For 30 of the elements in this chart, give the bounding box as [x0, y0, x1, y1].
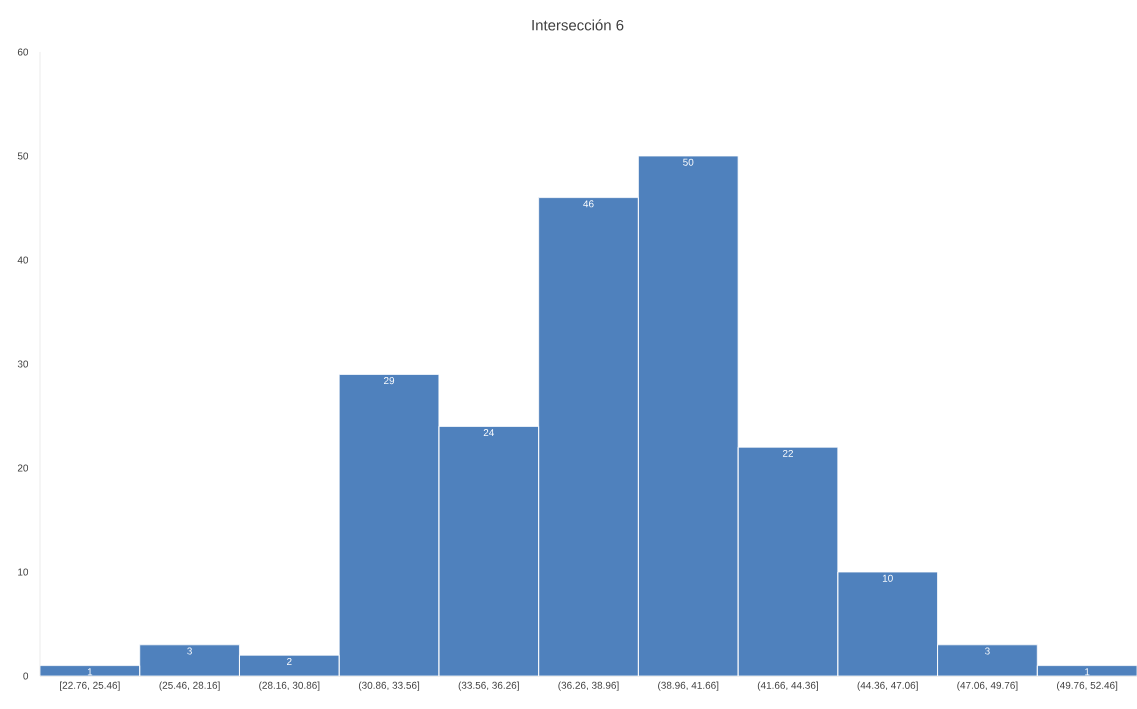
- x-tick-label: (30.86, 33.56]: [358, 681, 420, 691]
- data-label: 50: [683, 158, 694, 166]
- x-tick-label: (33.56, 36.26]: [458, 681, 519, 691]
- y-tick-label: 0: [23, 672, 29, 680]
- data-label: 46: [583, 200, 594, 208]
- y-tick-label: 40: [17, 256, 29, 264]
- data-label: 3: [187, 647, 192, 655]
- y-tick-label: 60: [17, 48, 29, 56]
- x-tick-label: (41.66, 44.36]: [757, 681, 818, 691]
- x-tick-label: (25.46, 28.16]: [159, 681, 220, 691]
- y-tick-label: 10: [18, 568, 29, 576]
- x-tick-label: (44.36, 47.06]: [857, 681, 918, 691]
- data-label: 29: [384, 377, 395, 385]
- data-label: 2: [287, 657, 292, 665]
- y-tick-label: 30: [17, 360, 29, 368]
- data-label: 24: [483, 429, 495, 437]
- x-tick-label: (49.76, 52.46]: [1057, 681, 1118, 691]
- data-label: 10: [882, 574, 893, 582]
- x-tick-label: (47.06, 49.76]: [957, 681, 1018, 691]
- data-label: 22: [782, 449, 794, 457]
- x-tick-label: [22.76, 25.46]: [60, 681, 120, 691]
- data-label: 1: [87, 668, 93, 676]
- chart-title: Intersección 6: [532, 19, 624, 31]
- x-tick-label: (36.26, 38.96]: [558, 681, 619, 691]
- data-label: 1: [1085, 668, 1090, 676]
- y-tick-label: 20: [17, 464, 29, 472]
- x-tick-label: (28.16, 30.86]: [259, 681, 320, 691]
- y-tick-label: 50: [17, 152, 29, 160]
- x-tick-label: (38.96, 41.66]: [658, 681, 719, 691]
- data-label: 3: [985, 647, 990, 655]
